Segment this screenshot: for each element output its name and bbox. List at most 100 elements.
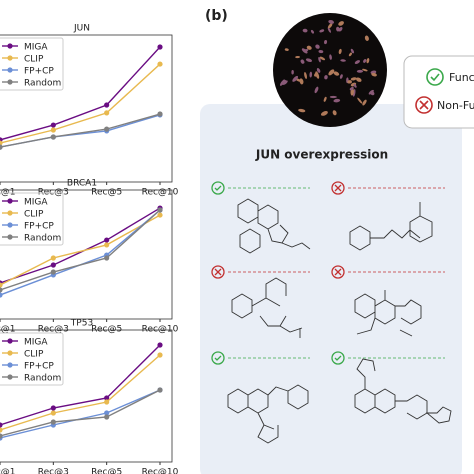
point [0, 140, 3, 146]
check-icon [426, 68, 444, 86]
series-line [0, 389, 161, 437]
legend-text: CLIP [24, 350, 44, 360]
cell [336, 26, 340, 32]
cell [306, 45, 312, 50]
x-tick-label: Rec@10 [142, 188, 179, 198]
legend-marker [7, 43, 13, 49]
series-line [0, 214, 161, 286]
cell [319, 29, 325, 33]
series-line [0, 354, 161, 431]
cell [314, 86, 319, 94]
legend-marker [7, 234, 13, 240]
legend-text: Functional [449, 71, 474, 84]
legend-marker [7, 350, 13, 356]
cell [324, 40, 328, 45]
point [104, 242, 110, 248]
cell [282, 79, 287, 84]
cell [356, 77, 362, 82]
cell [366, 58, 370, 64]
cell [305, 58, 313, 63]
cell [329, 95, 337, 99]
cell [350, 48, 354, 54]
point [0, 292, 3, 298]
cell [327, 27, 331, 33]
point [157, 342, 163, 348]
cell [349, 86, 354, 91]
point [50, 269, 56, 275]
cell [369, 90, 375, 96]
legend-text: CLIP [24, 210, 44, 220]
point [0, 144, 3, 150]
point [0, 427, 3, 433]
cell [328, 69, 335, 76]
cell [319, 56, 326, 61]
cell [323, 96, 327, 102]
cell [362, 68, 368, 72]
legend-text: FP+CP [24, 67, 54, 77]
legend-frame [0, 332, 64, 386]
cell [328, 19, 334, 24]
series-line [0, 63, 161, 144]
plot-frame [0, 329, 173, 463]
chart-title: TP53 [70, 319, 93, 329]
point [104, 395, 110, 401]
legend-marker [7, 210, 13, 216]
legend-text: FP+CP [24, 362, 54, 372]
point [104, 255, 110, 261]
cell [363, 59, 367, 63]
point [157, 387, 163, 393]
cross-icon [415, 96, 433, 114]
cell [315, 44, 320, 49]
molecule-grid [211, 181, 452, 444]
cell [298, 108, 306, 113]
legend-marker [7, 79, 13, 85]
cell [339, 74, 343, 79]
legend-frame [0, 37, 64, 91]
cell [284, 48, 289, 51]
legend-text: Non-Functional [437, 99, 474, 112]
point [157, 61, 163, 67]
plot-frame [0, 189, 173, 320]
x-tick-label: Rec@10 [142, 325, 179, 335]
x-tick-label: Rec@3 [38, 468, 69, 474]
cell [327, 23, 333, 29]
legend-text: CLIP [24, 55, 44, 65]
cell [332, 110, 337, 116]
point [50, 255, 56, 261]
legend-text: Random [24, 79, 61, 89]
legend-marker [7, 198, 13, 204]
point [50, 410, 56, 416]
x-tick-label: Rec@10 [142, 468, 179, 474]
point [104, 414, 110, 420]
cell [320, 111, 328, 116]
cell [300, 59, 305, 64]
legend-marker [7, 374, 13, 380]
legend-text: MIGA [24, 338, 48, 348]
point [157, 207, 163, 213]
cell [291, 70, 294, 75]
cell [350, 77, 357, 81]
point [104, 410, 110, 416]
cell [333, 98, 341, 103]
legend-text: MIGA [24, 43, 48, 53]
panel-title: JUN overexpression [255, 148, 388, 162]
check-icon [430, 73, 440, 82]
cell [292, 75, 299, 82]
point [157, 111, 163, 117]
cell [354, 60, 360, 64]
point [157, 44, 163, 50]
legend-marker [7, 55, 13, 61]
legend-marker [7, 362, 13, 368]
cell [333, 71, 340, 76]
plot-frame [0, 34, 173, 183]
point [104, 399, 110, 405]
point [50, 127, 56, 133]
point [50, 122, 56, 128]
cell [304, 71, 307, 79]
legend-marker [7, 67, 13, 73]
cell [318, 50, 324, 54]
legend-text: Random [24, 234, 61, 244]
cell [316, 68, 321, 73]
cell [318, 56, 321, 63]
